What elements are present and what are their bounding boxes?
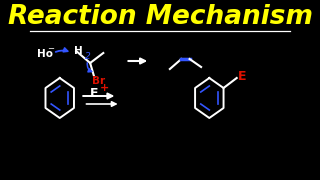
Text: Br: Br (92, 76, 105, 86)
Text: Ho: Ho (37, 49, 53, 59)
Text: E: E (238, 69, 247, 82)
Text: −: − (47, 44, 54, 53)
Text: +: + (100, 83, 109, 93)
Text: E: E (90, 87, 99, 100)
Text: Reaction Mechanism: Reaction Mechanism (7, 4, 313, 30)
Text: H: H (74, 46, 83, 56)
Text: 2: 2 (85, 51, 91, 60)
